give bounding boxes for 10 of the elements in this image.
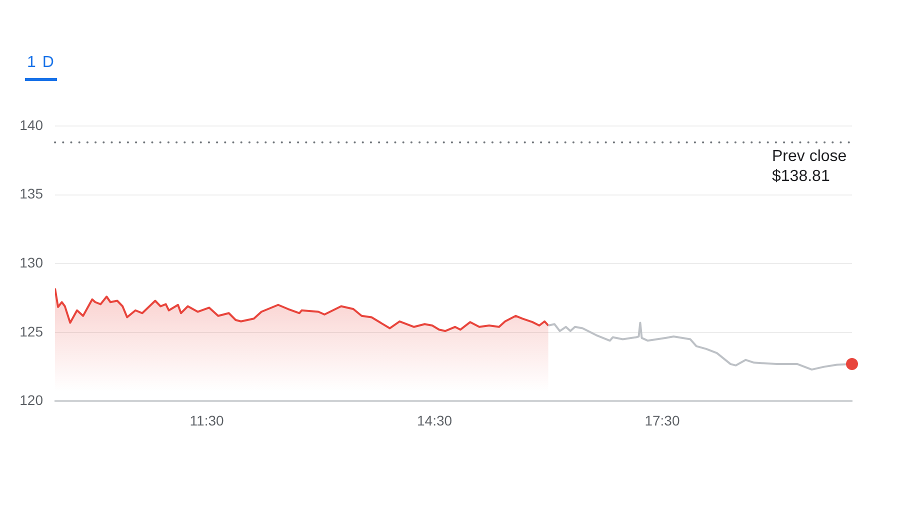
text: 1 D: [25, 54, 57, 81]
x-tick-label: 11:30: [190, 412, 224, 428]
x-tick-label: 17:30: [644, 412, 680, 428]
y-tick-label: 120: [20, 392, 44, 408]
y-tick-label: 130: [20, 254, 44, 270]
y-tick-label: 140: [20, 116, 44, 133]
ref-line-label: Prev close $138.81: [772, 148, 847, 185]
y-tick-label: 135: [20, 186, 44, 202]
x-tick-label: 14:30: [417, 412, 452, 428]
y-tick-label: 125: [20, 323, 44, 340]
